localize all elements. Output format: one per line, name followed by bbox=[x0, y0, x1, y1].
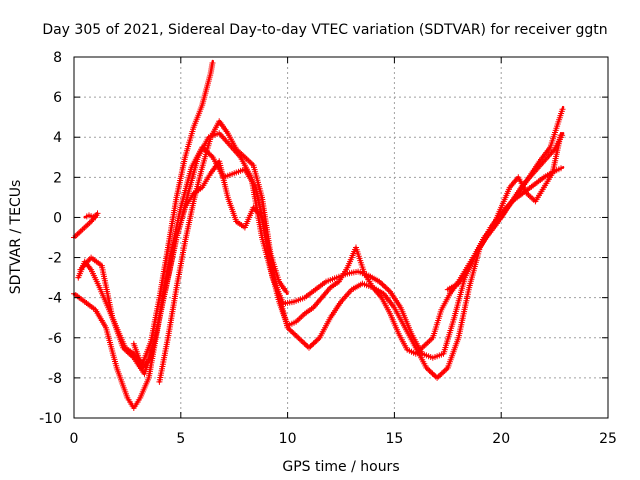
series-track-1 bbox=[71, 210, 101, 241]
x-tick-label: 0 bbox=[70, 431, 79, 447]
y-tick-label: 4 bbox=[53, 130, 62, 146]
y-tick-label: -4 bbox=[48, 291, 62, 307]
y-axis-label: SDTVAR / TECUs bbox=[8, 180, 24, 295]
y-tick-label: 0 bbox=[53, 210, 62, 226]
grid bbox=[74, 57, 608, 418]
y-tick-label: -10 bbox=[39, 411, 62, 427]
x-tick-label: 25 bbox=[599, 431, 617, 447]
series-markers bbox=[156, 118, 290, 385]
y-tick-label: 8 bbox=[53, 50, 62, 66]
series-layer bbox=[71, 59, 566, 411]
plot-frame bbox=[73, 56, 609, 419]
y-tick-labels: -10 -8 -6 -4 -2 0 2 4 6 8 bbox=[39, 50, 62, 427]
axis-ticks bbox=[73, 56, 609, 419]
x-tick-label: 20 bbox=[492, 431, 510, 447]
y-tick-label: -2 bbox=[48, 251, 62, 267]
series-track-7 bbox=[444, 131, 566, 293]
y-tick-label: -8 bbox=[48, 371, 62, 387]
x-tick-label: 10 bbox=[279, 431, 297, 447]
y-tick-label: -6 bbox=[48, 331, 62, 347]
x-tick-label: 5 bbox=[176, 431, 185, 447]
series-markers bbox=[444, 132, 566, 293]
x-tick-labels: 0 5 10 15 20 25 bbox=[70, 431, 617, 447]
y-tick-label: 2 bbox=[53, 170, 62, 186]
chart-title: Day 305 of 2021, Sidereal Day-to-day VTE… bbox=[42, 22, 607, 38]
series-line bbox=[132, 131, 563, 370]
y-tick-label: 6 bbox=[53, 90, 62, 106]
x-tick-label: 15 bbox=[385, 431, 403, 447]
series-track-6 bbox=[156, 118, 290, 385]
x-axis-label: GPS time / hours bbox=[282, 459, 399, 475]
series-markers bbox=[71, 210, 101, 241]
